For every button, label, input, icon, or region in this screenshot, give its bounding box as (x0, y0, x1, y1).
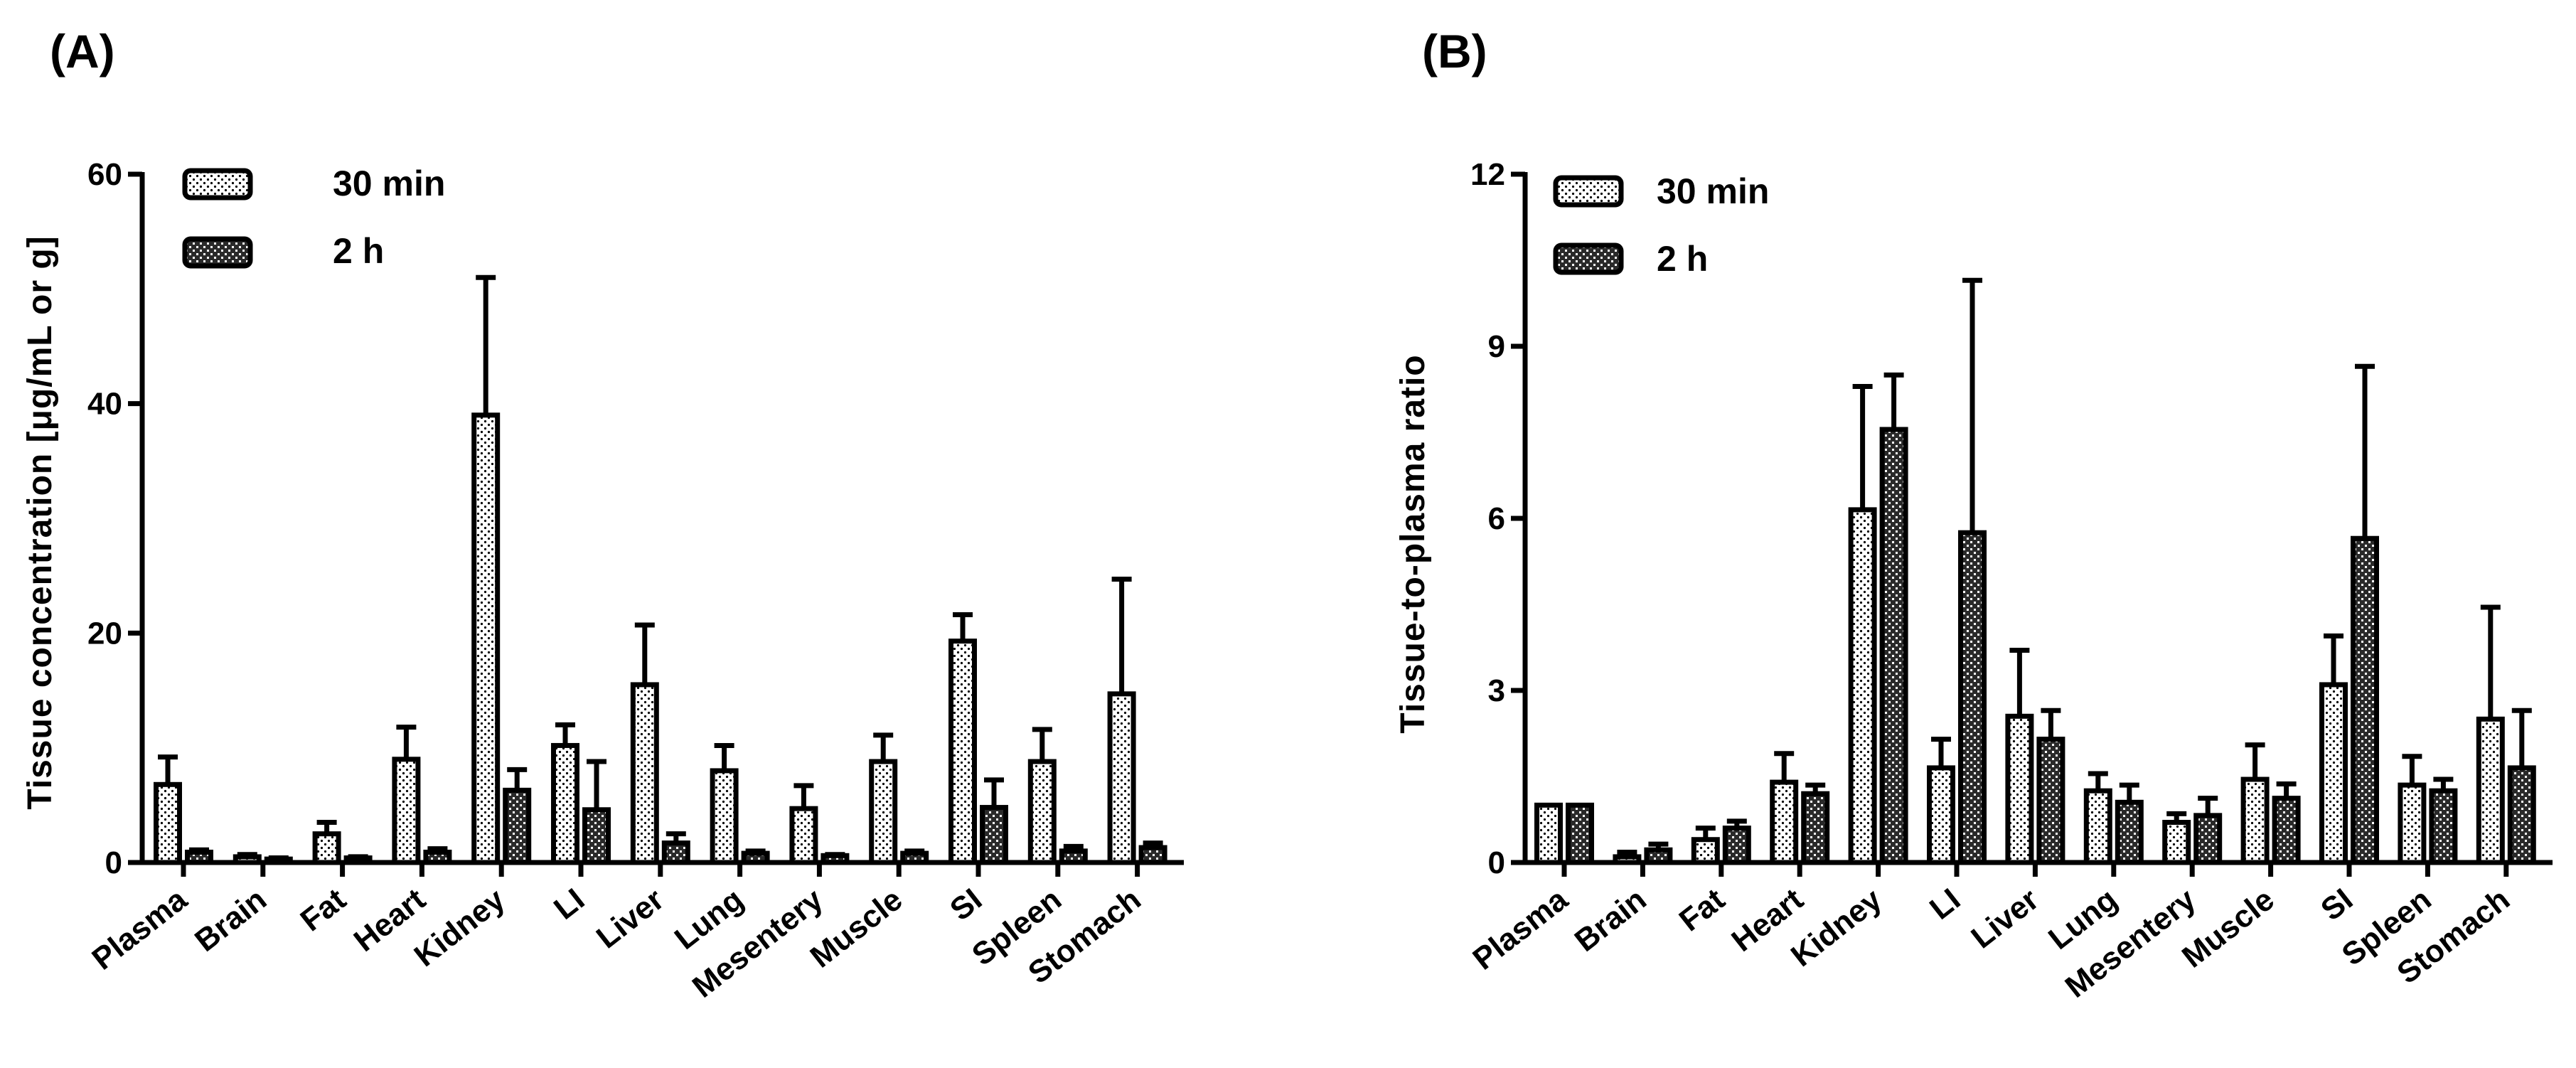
panel-b-bar-1-8 (2193, 813, 2223, 865)
panel-b-category-label-2: Fat (1673, 882, 1731, 938)
panel-a-y-tick-label-1: 20 (87, 616, 122, 651)
panel-b-y-tick-label-1: 3 (1488, 673, 1505, 708)
panel-b-bar-0-0 (1534, 802, 1563, 865)
panel-a-bar-0-2 (312, 831, 341, 865)
panel-a-bar-0-11 (1027, 759, 1057, 865)
panel-b-bar-0-5 (1927, 765, 1955, 865)
panel-a-legend: 30 min 2 h (182, 164, 445, 271)
panel-a-legend-swatch-2h (182, 236, 253, 269)
panel-a-category-label-5: LI (547, 882, 591, 927)
panel-b-y-axis-title: Tissue-to-plasma ratio (1394, 354, 1432, 733)
panel-b: (B) Tissue-to-plasma ratio 30 min 2 h 0 3… (1394, 25, 2553, 1005)
panel-b-label: (B) (1422, 25, 1487, 78)
panel-b-legend-swatch-2h (1553, 242, 1624, 275)
panel-b-bar-1-9 (2272, 796, 2301, 865)
panel-a-bar-1-5 (582, 807, 611, 865)
panel-b-y-tick-label-0: 0 (1488, 845, 1505, 880)
panel-b-legend-swatch-30min (1553, 175, 1624, 208)
panel-b-bar-1-3 (1801, 791, 1830, 865)
panel-b-bar-0-2 (1691, 837, 1720, 865)
panel-a-category-label-2: Fat (294, 882, 353, 938)
panel-b-category-label-4: Kidney (1785, 882, 1888, 973)
panel-b-y-tick-label-4: 12 (1470, 157, 1505, 192)
panel-a-legend-label-30min: 30 min (333, 164, 445, 203)
panel-b-bar-1-5 (1958, 530, 1987, 865)
panel-b-category-label-0: Plasma (1467, 882, 1575, 977)
panel-b-bar-1-4 (1879, 427, 1908, 865)
panel-a-bar-0-7 (710, 768, 739, 865)
panel-a-category-label-0: Plasma (86, 882, 194, 977)
panel-a-y-tick-label-3: 60 (87, 157, 122, 192)
panel-a-bar-0-3 (392, 757, 421, 865)
panel-a-bar-1-4 (503, 787, 532, 865)
panel-b-y-tick-label-2: 6 (1488, 501, 1505, 536)
panel-b-bar-1-12 (2507, 765, 2536, 865)
panel-b-category-label-6: Liver (1965, 882, 2046, 955)
panel-a-y-axis-title: Tissue concentration [μg/mL or g] (21, 235, 59, 809)
panel-b-category-label-10: SI (2314, 882, 2359, 927)
panel-b-bar-0-6 (2005, 713, 2034, 865)
panel-b-bar-0-11 (2398, 782, 2427, 865)
panel-b-bar-1-11 (2429, 788, 2458, 865)
panel-a-label: (A) (50, 25, 115, 78)
panel-a-bar-0-5 (551, 742, 579, 865)
panel-a-y-tick-label-2: 40 (87, 387, 122, 422)
panel-a-bar-0-0 (154, 781, 182, 865)
panel-a-bar-1-10 (980, 805, 1008, 865)
panel-a-bar-0-4 (471, 412, 501, 865)
panel-b-bar-0-9 (2240, 776, 2270, 865)
panel-a-bar-0-9 (869, 759, 898, 865)
panel-b-bar-0-10 (2319, 682, 2348, 865)
panel-a: (A) Tissue concentration [μg/mL or g] 30… (21, 25, 1184, 1005)
panel-b-bar-0-8 (2162, 820, 2191, 865)
panel-a-bar-0-10 (948, 639, 977, 865)
panel-b-bar-1-6 (2036, 737, 2065, 865)
panel-b-bar-1-7 (2115, 799, 2144, 865)
panel-a-category-label-9: Muscle (804, 882, 909, 974)
panel-a-legend-label-2h: 2 h (333, 231, 384, 271)
panel-a-category-label-6: Liver (590, 882, 670, 955)
panel-a-category-label-1: Brain (188, 882, 273, 958)
panel-a-y-tick-label-0: 0 (105, 845, 122, 880)
panel-b-bar-1-2 (1722, 826, 1751, 865)
panel-b-legend: 30 min 2 h (1553, 171, 1769, 279)
panel-b-category-label-1: Brain (1568, 882, 1653, 958)
panel-a-category-label-4: Kidney (408, 882, 512, 973)
panel-b-bar-1-0 (1566, 802, 1594, 865)
panel-a-bar-0-8 (789, 806, 818, 865)
panel-b-legend-label-2h: 2 h (1657, 239, 1708, 279)
panel-b-bar-0-3 (1770, 779, 1799, 865)
panel-a-category-label-10: SI (944, 882, 988, 927)
panel-b-bar-1-10 (2351, 535, 2379, 865)
panel-b-legend-label-30min: 30 min (1657, 171, 1769, 211)
panel-b-bar-0-4 (1848, 507, 1877, 865)
panel-a-bar-1-6 (661, 840, 690, 865)
panel-b-y-tick-label-3: 9 (1488, 329, 1505, 364)
panel-b-bar-0-7 (2083, 788, 2112, 865)
panel-a-bar-0-12 (1107, 691, 1136, 865)
panel-b-category-label-5: LI (1923, 882, 1967, 927)
panel-a-legend-swatch-30min (182, 168, 253, 201)
panel-a-bar-0-6 (630, 682, 659, 865)
panel-b-bar-0-12 (2476, 716, 2505, 865)
